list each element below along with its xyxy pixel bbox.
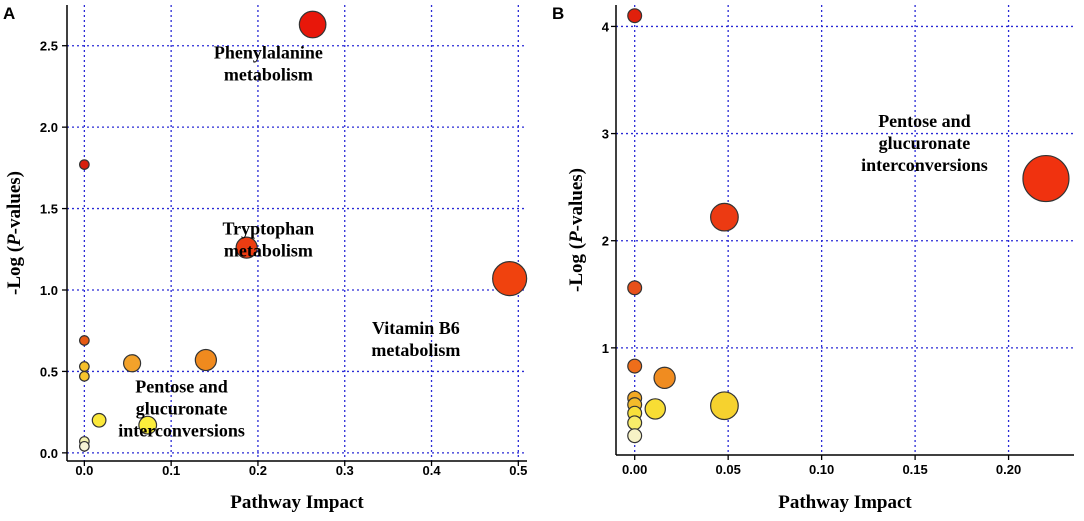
panel-a-annotation-3-line-0: Pentose and: [135, 377, 228, 397]
panel-a-x-tick-label-2: 0.2: [249, 463, 267, 478]
panel-b-bubble-3: [627, 280, 643, 296]
panel-a-annotation-0-line-0: Phenylalanine: [214, 43, 323, 63]
panel-a-bubble-7: [78, 361, 90, 372]
panel-b-label: B: [552, 4, 565, 23]
chart-panel-b: 0.00 0.05 0.10 0.15 0.20 1 2 3 4 Pathway Impact -L…: [566, 5, 1074, 513]
panel-a-annotation-3-line-2: interconversions: [118, 421, 245, 441]
panel-a-bubble-3: [492, 261, 528, 297]
panel-b-annotation-0-line-2: interconversions: [861, 155, 988, 175]
panel-b-y-tick-label-2: 3: [602, 127, 609, 142]
panel-b-bubble-4: [627, 358, 643, 374]
panel-b-bubble-11: [627, 415, 643, 431]
panel-a-bubble-5: [194, 348, 218, 372]
panel-a-annotation-2-line-1: metabolism: [371, 340, 460, 360]
panel-a-y-tick-label-2: 1.0: [40, 283, 58, 298]
chart-panel-a: 0.0 0.1 0.2 0.3 0.4 0.5 0.0 0.5 1.0 1.5 2.0 2.5 Path…: [4, 5, 527, 513]
panel-a-bubble-4: [78, 335, 90, 346]
panel-a-x-tick-label-4: 0.4: [422, 463, 441, 478]
panel-a-annotation-3: Pentose and glucuronate interconversions: [118, 377, 245, 441]
panel-a-bubble-9: [91, 412, 107, 428]
panel-b-annotation-0-line-1: glucuronate: [879, 133, 971, 153]
panel-a-y-axis-title-post: -values): [4, 171, 25, 234]
panel-b-y-tick-label-3: 4: [602, 19, 610, 34]
panel-a-bubble-2: [235, 236, 258, 259]
panel-b-y-tick-label-0: 1: [602, 341, 609, 356]
panel-b-x-tick-label-2: 0.10: [809, 462, 834, 477]
panel-a-y-axis-title-p: P: [4, 234, 25, 247]
panel-b-y-tick-label-1: 2: [602, 234, 609, 249]
panel-b-y-axis-title: -Log (P-values): [566, 168, 587, 292]
panel-a-bubble-10: [138, 415, 158, 435]
panel-a-y-axis-title-pre: -Log (: [4, 246, 25, 295]
panel-b-bubble-8: [710, 391, 739, 421]
panel-b-bubble-2: [710, 202, 739, 232]
panel-a-x-tick-label-1: 0.1: [162, 463, 180, 478]
panel-b-bubble-5: [653, 366, 676, 390]
panel-b-y-axis-title-p: P: [566, 231, 587, 244]
panel-a-y-tick-label-0: 0.0: [40, 446, 58, 461]
panel-b-annotation-0: Pentose and glucuronate interconversions: [861, 111, 988, 175]
panel-a-bubble-1: [78, 159, 90, 170]
panel-a-annotation-0: Phenylalanine metabolism: [214, 43, 323, 85]
panel-b-bubble-1: [1022, 154, 1070, 203]
panel-a-annotation-3-line-1: glucuronate: [136, 399, 228, 419]
panel-b-x-tick-label-1: 0.05: [716, 462, 741, 477]
panel-a-x-tick-label-3: 0.3: [336, 463, 354, 478]
panel-a-y-tick-label-3: 1.5: [40, 202, 58, 217]
panel-b-x-axis-title: Pathway Impact: [778, 492, 912, 513]
panel-b-x-tick-label-4: 0.20: [996, 462, 1021, 477]
panel-a-y-tick-label-4: 2.0: [40, 120, 58, 135]
panel-b-bubble-12: [627, 428, 643, 444]
panel-a-y-tick-label-1: 0.5: [40, 364, 58, 379]
panel-a-annotation-1: Tryptophan metabolism: [223, 219, 315, 261]
panel-a-annotation-1-line-0: Tryptophan: [223, 219, 315, 239]
panel-a-x-axis-title: Pathway Impact: [230, 492, 364, 513]
panel-a-x-tick-label-5: 0.5: [509, 463, 527, 478]
panel-b-x-tick-label-3: 0.15: [902, 462, 927, 477]
panel-b-annotation-0-line-0: Pentose and: [878, 111, 971, 131]
panel-b-x-tick-label-0: 0.00: [622, 462, 647, 477]
panel-a-bubble-12: [78, 440, 90, 452]
panel-b-y-axis-title-pre: -Log (: [566, 243, 587, 292]
panel-b-y-axis-title-post: -values): [566, 168, 587, 231]
panel-b-bubble-9: [644, 398, 666, 420]
panel-a-annotation-2: Vitamin B6 metabolism: [371, 318, 460, 360]
panel-a-label: A: [3, 4, 16, 23]
panel-a-y-axis-title: -Log (P-values): [4, 171, 25, 295]
panel-a-annotation-1-line-1: metabolism: [224, 241, 313, 261]
panel-a-bubble-0: [298, 10, 327, 39]
panel-b-bubble-0: [627, 8, 643, 24]
panel-a-x-tick-label-0: 0.0: [75, 463, 93, 478]
panel-a-annotation-2-line-0: Vitamin B6: [372, 318, 460, 338]
panel-a-y-tick-label-5: 2.5: [40, 39, 58, 54]
panel-a-bubble-8: [78, 370, 90, 382]
panel-a-bubble-6: [122, 354, 142, 373]
panel-a-annotation-0-line-1: metabolism: [224, 65, 313, 85]
